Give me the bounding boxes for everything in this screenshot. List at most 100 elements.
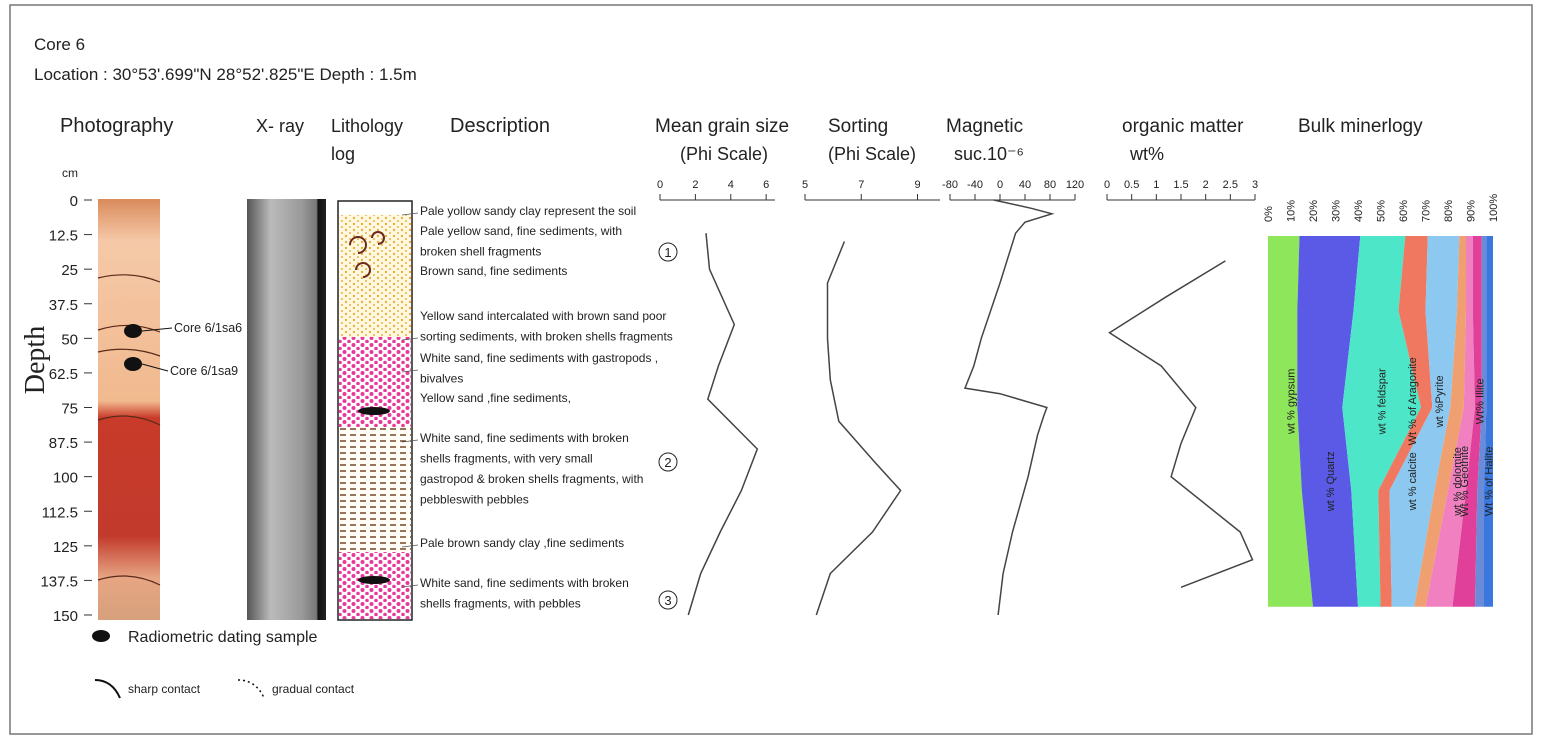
- legend-entry: Wt % of Halite: [1484, 446, 1496, 516]
- x-tick-label: 40%: [1353, 200, 1365, 222]
- x-tick-label: 2: [692, 179, 698, 191]
- x-tick-label: 2.5: [1223, 179, 1238, 191]
- column-header: Lithology: [331, 116, 403, 136]
- x-tick-label: 50%: [1376, 200, 1388, 222]
- zone-circle: [658, 590, 678, 610]
- mineral-area: [1297, 236, 1361, 607]
- description: bivalves: [420, 372, 463, 386]
- sample-dot: [124, 324, 142, 338]
- depth-tick-label: 150: [53, 608, 78, 625]
- x-tick-label: 30%: [1331, 200, 1343, 222]
- shell-symbol: [349, 231, 385, 278]
- zone-circle: [658, 242, 678, 262]
- depth-tick-label: 25: [61, 262, 78, 279]
- x-tick-label: -80: [942, 179, 958, 191]
- description: White sand, fine sediments with broken: [420, 431, 629, 445]
- legend-entry: Wt % of Aragonite: [1407, 357, 1419, 445]
- zone-label: 3: [664, 593, 671, 608]
- x-tick-label: 5: [802, 179, 808, 191]
- leader: [401, 212, 419, 216]
- legend-entry: wt % calcite: [1407, 452, 1419, 511]
- lithology-unit: [339, 285, 411, 337]
- x-tick-label: 70%: [1421, 200, 1433, 222]
- description: pebbleswith pebbles: [420, 493, 529, 507]
- title: Core 6: [34, 35, 85, 54]
- legend-entry: wt % feldspar: [1377, 368, 1389, 435]
- mineral-area: [1425, 236, 1475, 607]
- column-header: X- ray: [256, 116, 304, 136]
- chart-title: Sorting: [828, 116, 888, 137]
- leader: [401, 337, 419, 341]
- x-tick-label: -40: [967, 179, 983, 191]
- sample-label: Core 6/1sa9: [170, 364, 238, 378]
- mineral-area: [1475, 236, 1487, 607]
- x-tick-label: 20%: [1308, 200, 1320, 222]
- depth-tick-label: 75: [61, 401, 78, 418]
- sample-label: Core 6/1sa6: [174, 321, 242, 335]
- column-header: Photography: [60, 115, 173, 137]
- column-header: Description: [450, 115, 550, 137]
- description: Pale brown sandy clay ,fine sediments: [420, 536, 624, 550]
- depth-tick-label: 0: [70, 193, 78, 210]
- leader: [401, 544, 419, 548]
- zone-label: 1: [664, 245, 671, 260]
- legend-entry: wt % gypsum: [1286, 369, 1298, 435]
- description: Brown sand, fine sediments: [420, 264, 567, 278]
- lithology-pebble: [358, 407, 390, 415]
- x-tick-label: 3: [1252, 179, 1258, 191]
- mineral-area: [1389, 236, 1460, 607]
- x-tick-label: 60%: [1398, 200, 1410, 222]
- description: Yellow sand intercalated with brown sand…: [420, 309, 666, 323]
- description: Yellow sand ,fine sediments,: [420, 391, 571, 405]
- lithology-unit: [339, 215, 411, 285]
- x-tick-label: 40: [1019, 179, 1031, 191]
- depth-tick-label: 12.5: [49, 228, 78, 245]
- pointer: [141, 363, 169, 372]
- depth-tick-label: 100: [53, 470, 78, 487]
- chart-subtitle: (Phi Scale): [680, 144, 768, 164]
- depth-tick-label: 62.5: [49, 366, 78, 383]
- depth-tick-label: 112.5: [42, 504, 78, 521]
- frame: [9, 4, 1533, 735]
- x-tick-label: 6: [763, 179, 769, 191]
- legend-text: sharp contact: [128, 682, 201, 696]
- leader: [401, 439, 419, 443]
- x-tick-label: 9: [914, 179, 920, 191]
- chart-title: Mean grain size: [655, 116, 789, 137]
- description: Pale yollow sandy clay represent the soi…: [420, 204, 636, 218]
- x-tick-label: 4: [728, 179, 734, 191]
- mineral-area: [1378, 236, 1433, 607]
- legend-entry: wt %Pyrite: [1434, 375, 1446, 428]
- description: Pale yellow sand, fine sediments, with: [420, 224, 622, 238]
- description: gastropod & broken shells fragments, wit…: [420, 472, 643, 486]
- sample-dot: [124, 357, 142, 371]
- curve: [1108, 260, 1254, 588]
- legend-entry: wt % Quartz: [1325, 451, 1337, 512]
- legend-entry: wt % dolomite: [1452, 447, 1464, 516]
- x-tick-label: 0: [657, 179, 663, 191]
- x-tick-label: 0: [1104, 179, 1110, 191]
- zone-circle: [658, 452, 678, 472]
- x-tick-label: 7: [858, 179, 864, 191]
- xray-image: [247, 199, 326, 620]
- column-header: log: [331, 144, 355, 164]
- curve: [687, 233, 759, 616]
- curve: [963, 199, 1055, 616]
- description: sorting sediments, with broken shells fr…: [420, 330, 673, 344]
- pointer: [141, 327, 173, 332]
- legend-sharp: [94, 679, 121, 699]
- curve: [815, 241, 902, 616]
- chart-subtitle: wt%: [1129, 144, 1164, 164]
- description: White sand, fine sediments with gastropo…: [420, 351, 658, 365]
- chart-title: Magnetic: [946, 116, 1023, 137]
- core-photo: [98, 199, 160, 620]
- x-tick-label: 0.5: [1124, 179, 1139, 191]
- depth-tick-label: 125: [53, 539, 78, 556]
- depth-unit: cm: [62, 166, 78, 180]
- x-tick-label: 0: [997, 179, 1003, 191]
- zone-label: 2: [664, 455, 671, 470]
- mineral-area: [1484, 236, 1493, 607]
- mineral-area: [1268, 236, 1313, 607]
- leader: [401, 369, 419, 373]
